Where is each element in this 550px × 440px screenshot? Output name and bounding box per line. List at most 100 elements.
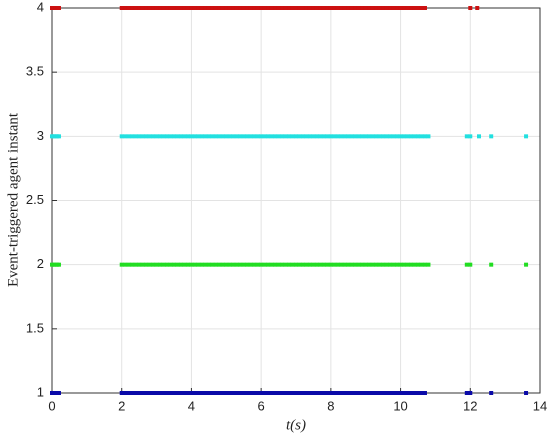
event-marker bbox=[144, 6, 149, 10]
event-marker bbox=[158, 262, 163, 267]
event-marker bbox=[154, 391, 159, 395]
event-marker bbox=[273, 262, 278, 267]
event-marker bbox=[133, 391, 138, 395]
event-marker bbox=[325, 134, 330, 139]
event-marker bbox=[426, 262, 431, 267]
event-marker bbox=[206, 6, 211, 10]
event-marker bbox=[304, 262, 309, 267]
event-marker bbox=[419, 391, 424, 395]
event-marker bbox=[119, 134, 124, 139]
event-marker bbox=[287, 391, 292, 395]
event-marker bbox=[224, 134, 229, 139]
event-marker bbox=[353, 262, 358, 267]
x-tick-label: 14 bbox=[533, 398, 547, 413]
event-marker bbox=[353, 6, 358, 10]
event-marker bbox=[311, 6, 316, 10]
event-marker bbox=[252, 391, 257, 395]
event-marker bbox=[405, 134, 410, 139]
event-marker bbox=[165, 262, 170, 267]
event-marker bbox=[182, 391, 187, 395]
event-marker bbox=[381, 391, 386, 395]
event-marker bbox=[119, 391, 124, 395]
event-marker bbox=[402, 134, 407, 139]
event-marker bbox=[356, 6, 361, 10]
event-marker bbox=[252, 6, 257, 10]
y-tick-label: 3.5 bbox=[26, 64, 44, 79]
event-marker bbox=[185, 6, 190, 10]
event-marker bbox=[273, 134, 278, 139]
event-marker bbox=[172, 6, 176, 10]
event-marker bbox=[126, 391, 131, 395]
event-marker bbox=[196, 134, 201, 139]
event-marker bbox=[384, 6, 389, 10]
event-marker bbox=[154, 262, 159, 267]
event-marker bbox=[178, 6, 183, 10]
event-marker bbox=[391, 262, 396, 267]
event-marker bbox=[477, 134, 481, 139]
event-marker bbox=[130, 134, 135, 139]
event-marker bbox=[412, 6, 417, 10]
event-marker bbox=[405, 6, 410, 10]
event-marker bbox=[297, 262, 302, 267]
event-marker bbox=[304, 6, 309, 10]
event-marker bbox=[384, 134, 389, 139]
event-marker bbox=[328, 6, 333, 10]
event-marker bbox=[231, 134, 236, 139]
event-marker bbox=[346, 262, 351, 267]
event-marker bbox=[297, 6, 302, 10]
event-marker bbox=[262, 134, 267, 139]
event-marker bbox=[224, 262, 229, 267]
event-marker bbox=[175, 391, 180, 395]
event-marker bbox=[206, 134, 211, 139]
event-marker bbox=[388, 262, 393, 267]
event-marker bbox=[231, 262, 236, 267]
event-marker bbox=[297, 391, 302, 395]
event-marker bbox=[259, 391, 264, 395]
event-marker bbox=[339, 262, 344, 267]
event-marker bbox=[276, 6, 281, 10]
event-marker bbox=[185, 391, 190, 395]
event-marker bbox=[213, 262, 218, 267]
event-marker bbox=[165, 134, 170, 139]
event-marker bbox=[307, 6, 312, 10]
event-marker bbox=[227, 391, 232, 395]
event-marker bbox=[252, 262, 257, 267]
y-tick-label: 3 bbox=[37, 128, 44, 143]
event-marker bbox=[213, 134, 218, 139]
event-marker bbox=[419, 262, 424, 267]
event-marker bbox=[203, 262, 208, 267]
event-marker bbox=[165, 6, 170, 10]
event-marker bbox=[294, 6, 298, 10]
event-marker bbox=[203, 134, 208, 139]
event-marker bbox=[217, 6, 222, 10]
event-marker bbox=[234, 262, 239, 267]
event-marker bbox=[130, 391, 135, 395]
event-marker bbox=[161, 134, 166, 139]
event-marker bbox=[280, 391, 285, 395]
event-marker bbox=[280, 262, 285, 267]
event-marker bbox=[172, 262, 176, 267]
event-marker bbox=[220, 262, 225, 267]
event-marker bbox=[395, 391, 400, 395]
y-tick-label: 1 bbox=[37, 384, 44, 399]
event-marker bbox=[133, 262, 138, 267]
event-marker bbox=[416, 391, 420, 395]
event-marker bbox=[524, 262, 529, 267]
event-marker bbox=[175, 134, 180, 139]
event-marker bbox=[332, 6, 337, 10]
event-marker bbox=[464, 262, 469, 267]
event-marker bbox=[269, 262, 274, 267]
event-marker bbox=[318, 262, 323, 267]
event-marker bbox=[381, 6, 386, 10]
event-marker bbox=[374, 262, 379, 267]
event-marker bbox=[398, 391, 403, 395]
event-marker bbox=[290, 391, 295, 395]
x-tick-label: 12 bbox=[463, 398, 477, 413]
event-marker bbox=[199, 6, 204, 10]
event-marker bbox=[377, 6, 382, 10]
event-marker bbox=[409, 134, 414, 139]
event-marker bbox=[140, 391, 145, 395]
event-marker bbox=[238, 134, 243, 139]
event-marker bbox=[395, 134, 400, 139]
event-marker bbox=[349, 134, 354, 139]
